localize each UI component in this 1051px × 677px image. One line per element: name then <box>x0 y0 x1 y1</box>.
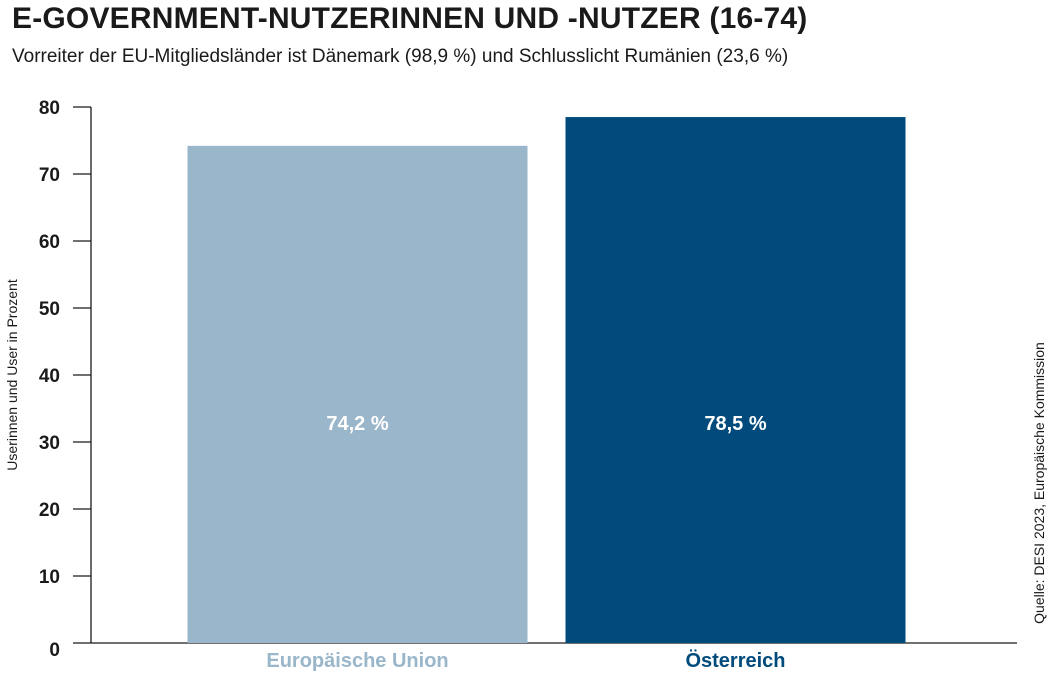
category-label-2: Österreich <box>685 649 785 672</box>
bar-2 <box>565 117 906 644</box>
y-tick-label-70: 70 <box>39 165 60 186</box>
chart-title: E-GOVERNMENT-NUTZERINNEN UND -NUTZER (16… <box>12 2 808 35</box>
category-label-1: Europäische Union <box>266 650 448 672</box>
bar-value-label-1: 74,2 % <box>326 413 388 435</box>
bar-1 <box>187 145 528 644</box>
y-tick-label-30: 30 <box>39 433 60 454</box>
chart-subtitle: Vorreiter der EU-Mitgliedsländer ist Dän… <box>12 46 789 67</box>
y-tick-label-40: 40 <box>39 366 60 387</box>
y-tick-label-0: 0 <box>49 640 60 661</box>
y-tick-label-20: 20 <box>39 500 60 521</box>
y-tick-label-80: 80 <box>39 98 60 119</box>
bar-value-label-2: 78,5 % <box>704 413 766 435</box>
y-tick-label-50: 50 <box>39 299 60 320</box>
y-tick-label-10: 10 <box>39 567 60 588</box>
y-tick-label-60: 60 <box>39 232 60 253</box>
